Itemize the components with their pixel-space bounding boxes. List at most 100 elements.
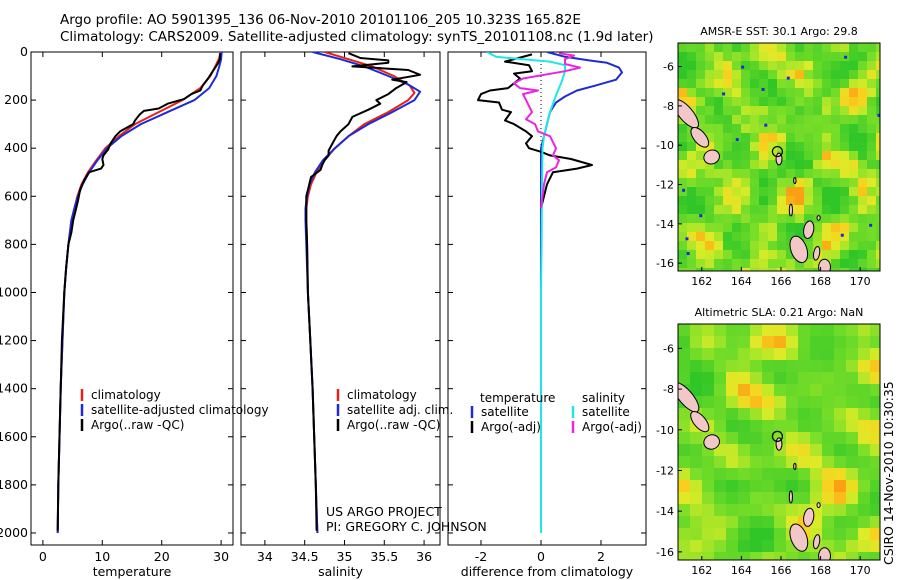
sst-sparse-pixel — [686, 252, 690, 256]
island-shape — [816, 502, 821, 509]
sst-sparse-pixel — [682, 188, 686, 192]
sst-sparse-pixel — [840, 233, 844, 237]
sst_map-ytick-label: -16 — [656, 257, 674, 270]
island-shape — [703, 149, 720, 165]
sla_map-axes-box — [677, 323, 881, 561]
island-shape — [818, 258, 831, 271]
salinity-series-red — [305, 52, 416, 534]
island-shape — [703, 434, 720, 450]
island-shape — [789, 523, 809, 552]
temperature-legend-label: climatology — [91, 388, 161, 402]
salinity-xtick-label: 35.5 — [370, 549, 398, 564]
depth-tick-label: 600 — [4, 188, 28, 203]
salinity-series-black — [305, 52, 422, 531]
difference-legend-label: satellite — [582, 405, 630, 419]
depth-tick-label: 0 — [20, 44, 28, 59]
sst-sparse-pixel — [786, 76, 790, 80]
sst-sparse-pixel — [722, 92, 726, 96]
salinity-legend-label: satellite adj. clim. — [347, 403, 453, 417]
sla_map-argo-location-marker — [771, 430, 784, 442]
temperature-series-blue — [56, 52, 223, 534]
sst_map-ytick-label: -6 — [663, 61, 674, 74]
difference-xtick-label: 2 — [597, 549, 605, 564]
sla_map-ytick-label: -14 — [656, 505, 674, 518]
salinity-xtick-label: 35 — [337, 549, 353, 564]
sla_map-ytick-label: -8 — [663, 383, 674, 396]
island-shape — [812, 246, 821, 261]
credit-line2: PI: GREGORY C. JOHNSON — [326, 519, 487, 534]
timestamp-label: CSIRO 14-Nov-2010 10:30:35 — [881, 381, 896, 565]
difference-legend-header: temperature — [480, 391, 555, 405]
sst_map-xtick-label: 170 — [850, 275, 871, 288]
sla_map-xtick-label: 168 — [810, 564, 831, 577]
sst_map-xtick-label: 164 — [731, 275, 752, 288]
sla_map-ytick-label: -12 — [656, 464, 674, 477]
island-shape — [793, 462, 797, 470]
salinity-axes-box — [240, 51, 441, 546]
sla_map-ytick-label: -16 — [656, 546, 674, 559]
difference-legend-label: Argo(-adj) — [582, 420, 642, 434]
island-shape — [788, 490, 793, 504]
difference-legend-header: salinity — [582, 391, 625, 405]
sla_map-xtick-label: 162 — [691, 564, 712, 577]
depth-tick-label: 1200 — [0, 333, 28, 348]
sla_map-xtick-label: 170 — [850, 564, 871, 577]
difference-series-black — [477, 53, 593, 209]
difference-xlabel: difference from climatology — [461, 564, 634, 579]
sst-sparse-pixel — [685, 237, 689, 241]
panel-sla_map: 162 164 166 168 170 -6 -8 -10 -12 -14 -16 Altimetri… — [656, 306, 881, 577]
sla_map-ytick-label: -6 — [663, 342, 674, 355]
salinity-xtick-label: 36 — [416, 549, 432, 564]
island-shape — [788, 203, 793, 217]
temperature-xtick-label: 0 — [39, 549, 47, 564]
sst_map-argo-location-marker — [771, 145, 784, 158]
sst_map-ytick-label: -14 — [656, 218, 674, 231]
sla_map-ytick-label: -10 — [656, 424, 674, 437]
sst_map-xtick-label: 162 — [691, 275, 712, 288]
island-shape — [803, 507, 815, 527]
temperature-series-black — [56, 53, 221, 531]
sla_map-xtick-label: 166 — [770, 564, 791, 577]
panel-sst_map: 162 164 166 168 170 -6 -8 -10 -12 -14 -16 AMSR-E SS… — [656, 25, 881, 288]
difference-xtick-label: 0 — [537, 549, 545, 564]
island-shape — [678, 98, 699, 129]
sst-sparse-pixel — [741, 65, 745, 69]
sst_map-title: AMSR-E SST: 30.1 Argo: 29.8 — [700, 25, 858, 38]
sst-sparse-pixel — [764, 123, 768, 127]
sst_map-field — [678, 43, 880, 271]
salinity-legend-label: Argo(..raw -QC) — [347, 418, 440, 432]
island-shape — [793, 177, 797, 185]
sst-sparse-pixel — [735, 138, 739, 142]
sst-sparse-pixel — [877, 113, 880, 117]
sla_map-xtick-label: 164 — [731, 564, 752, 577]
difference-legend-label: Argo(-adj) — [481, 420, 541, 434]
depth-tick-label: 200 — [4, 92, 28, 107]
depth-tick-label: 1400 — [0, 381, 28, 396]
panel-temperature: 0 10 20 30 temperature 0 200 400 600 800 1000 1200 1… — [0, 44, 269, 579]
sst-sparse-pixel — [869, 223, 873, 227]
island-shape — [690, 411, 710, 433]
island-shape — [678, 382, 700, 413]
island-shape — [818, 547, 831, 560]
salinity-xtick-label: 34.5 — [291, 549, 319, 564]
island-shape — [812, 534, 821, 550]
temperature-xtick-label: 20 — [154, 549, 170, 564]
temperature-xtick-label: 10 — [94, 549, 110, 564]
temperature-legend-label: satellite-adjusted climatology — [91, 403, 269, 417]
sst_map-xtick-label: 168 — [810, 275, 831, 288]
island-shape — [803, 220, 815, 239]
panel-salinity: 34 34.5 35 35.5 36 salinity climatologysatelli… — [240, 51, 453, 579]
sst_map-ytick-label: -10 — [656, 139, 674, 152]
sst_map-ytick-label: -8 — [663, 100, 674, 113]
difference-xtick-label: -2 — [475, 549, 487, 564]
difference-series-blue — [540, 52, 623, 533]
figure-title-line2: Climatology: CARS2009. Satellite-adjuste… — [60, 29, 653, 45]
temperature-legend-label: Argo(..raw -QC) — [91, 418, 184, 432]
depth-tick-label: 1000 — [0, 284, 28, 299]
depth-tick-label: 1600 — [0, 429, 28, 444]
salinity-xlabel: salinity — [318, 564, 363, 579]
sst-sparse-pixel — [844, 55, 848, 59]
sst_map-axes-box — [677, 42, 881, 272]
